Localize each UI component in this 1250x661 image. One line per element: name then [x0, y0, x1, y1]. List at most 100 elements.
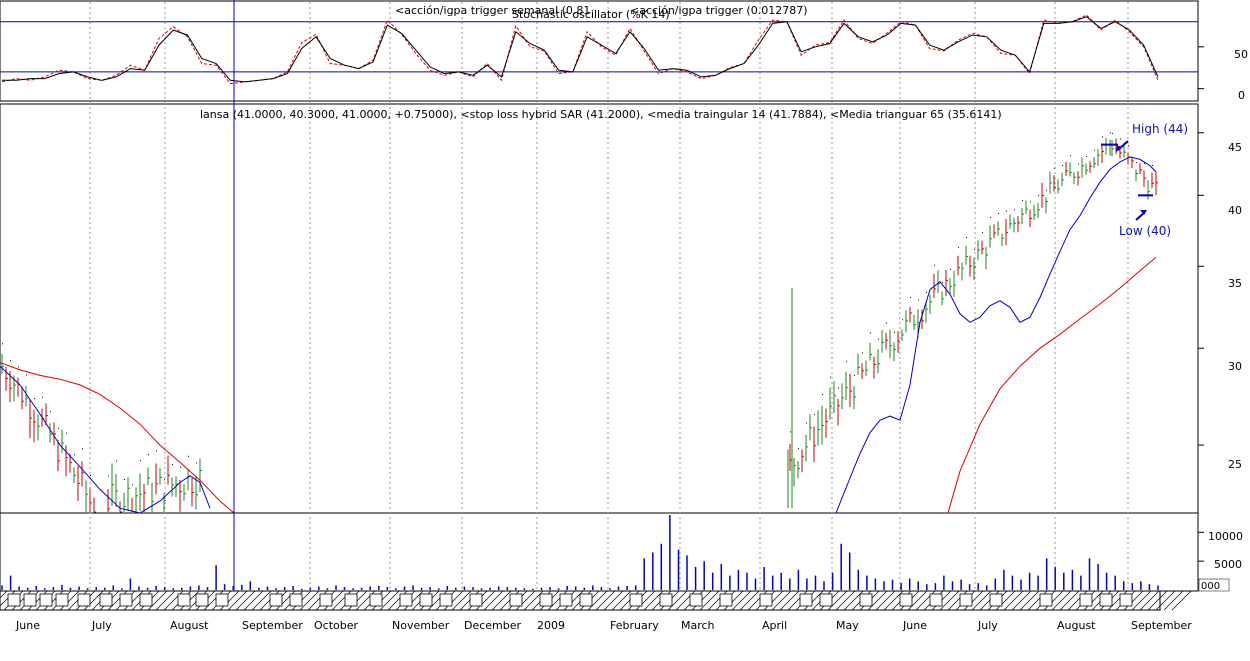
timebar-hatch-1060: [1059, 590, 1080, 611]
timebar-box-15: [369, 593, 383, 607]
stochastic-panel-frame: [0, 0, 1199, 102]
timebar-box-38: [1099, 593, 1113, 607]
timebar-hatch-300: [299, 590, 320, 611]
sar-dot-2-76: [1094, 149, 1095, 151]
month-label-june-2008: June: [15, 619, 40, 632]
timebar-hatch-484: [483, 590, 504, 611]
sar-dot-2-0: [790, 431, 791, 433]
sar-dot-2-54: [1006, 210, 1007, 212]
timebar-box-3: [55, 593, 69, 607]
sar-dot-0-12: [50, 411, 51, 413]
sar-dot-2-52: [998, 213, 999, 215]
sar-dot-1-8: [140, 460, 141, 462]
timebar-box-32: [899, 593, 913, 607]
sar-dot-1-2: [116, 460, 117, 462]
timebar-hatch-444: [443, 590, 464, 611]
timebar-box-4: [77, 593, 91, 607]
month-labels: June July August September October Novem…: [15, 619, 1192, 632]
month-label-december: December: [464, 619, 522, 632]
timebar-box-33: [929, 593, 943, 607]
timebar-hatch-452: [451, 590, 472, 611]
volume-tick-10000: 10000: [1208, 530, 1243, 543]
sar-dot-2-48: [982, 232, 983, 234]
month-label-october: October: [314, 619, 358, 632]
timebar-box-7: [139, 593, 153, 607]
sar-dot-3-8: [1144, 162, 1145, 164]
timebar-hatch-964: [963, 590, 984, 611]
timebar-hatch-636: [635, 590, 656, 611]
sar-dot-3-0: [1112, 132, 1113, 134]
month-label-august-2009: August: [1057, 619, 1096, 632]
timebar-box-27: [719, 593, 733, 607]
timebar-box-13: [319, 593, 333, 607]
month-label-2009: 2009: [537, 619, 565, 632]
timebar-hatch-220: [219, 590, 240, 611]
sar-dot-3-2: [1120, 138, 1121, 140]
timebar-hatch-1052: [1051, 590, 1072, 611]
price-tick-25: 25: [1228, 458, 1242, 471]
timebar-hatch-1020: [1019, 590, 1040, 611]
stoch-signal-line: [1, 14, 1159, 85]
timebar-box-12: [289, 593, 303, 607]
sar-dot-2-14: [846, 360, 847, 362]
sar-dot-2-44: [966, 237, 967, 239]
timebar-hatch-156: [155, 590, 176, 611]
timebar-box-18: [439, 593, 453, 607]
sar-dot-0-18: [74, 454, 75, 456]
month-label-july-2008: July: [91, 619, 112, 632]
timebar-hatch-244: [243, 590, 264, 611]
timebar-box-21: [539, 593, 553, 607]
stochastic-legend-main: <acción/igpa trigger semanal (0.81: [395, 4, 590, 17]
month-label-february: February: [610, 619, 659, 632]
timebar-box-6: [119, 593, 133, 607]
sar-dot-1-18: [180, 466, 181, 468]
sar-dot-0-0: [2, 343, 3, 345]
sar-dot-0-10: [42, 396, 43, 398]
timebar-hatch-236: [235, 590, 256, 611]
timebar-hatch--12: [0, 590, 8, 599]
timebar-hatch-1012: [1011, 590, 1032, 611]
sar-dot-2-28: [902, 319, 903, 321]
high-arrow-head: [1116, 145, 1122, 152]
timebar-hatch-668: [667, 590, 688, 611]
sar-dot-2-66: [1054, 167, 1055, 169]
sar-dot-0-4: [18, 366, 19, 368]
timebar-box-14: [344, 593, 358, 607]
sar-dot-1-20: [188, 455, 189, 457]
timebar-box-8: [177, 593, 191, 607]
month-label-june-2009: June: [902, 619, 927, 632]
month-label-may: May: [836, 619, 859, 632]
sar-dot-2-32: [918, 299, 919, 301]
timebar-box-24: [629, 593, 643, 607]
sar-dot-2-58: [1022, 200, 1023, 202]
sar-dot-3-6: [1136, 162, 1137, 164]
sar-dot-2-12: [838, 387, 839, 389]
timebar-hatch-588: [587, 590, 608, 611]
ma-line-1-2: [0, 362, 235, 514]
timebar-box-20: [509, 593, 523, 607]
stoch-tick-50: 50: [1234, 48, 1248, 61]
timebar-hatch-324: [323, 590, 344, 611]
month-label-july-2009: July: [977, 619, 998, 632]
timebar-box-29: [799, 593, 813, 607]
timebar-box-2: [39, 593, 53, 607]
volume-scale-box: [1198, 578, 1230, 592]
sar-dot-0-2: [10, 360, 11, 362]
sar-dot-0-8: [34, 398, 35, 400]
timebar-hatch-700: [699, 590, 720, 611]
sar-dot-0-22: [90, 474, 91, 476]
sar-dot-3-4: [1128, 145, 1129, 147]
timebar-hatch-348: [347, 590, 368, 611]
timebar-box-9: [195, 593, 209, 607]
sar-dot-2-18: [862, 352, 863, 354]
sar-dot-1-16: [172, 464, 173, 466]
timebar-box-0: [7, 593, 21, 607]
timebar-hatch-1124: [1123, 590, 1144, 611]
month-label-september-2008: September: [242, 619, 303, 632]
sar-dot-2-78: [1102, 136, 1103, 138]
timebar-box-17: [419, 593, 433, 607]
sar-dot-2-72: [1078, 163, 1079, 165]
timebar-box-1: [23, 593, 37, 607]
timebar-hatch-940: [939, 590, 960, 611]
timebar-hatch-516: [515, 590, 536, 611]
